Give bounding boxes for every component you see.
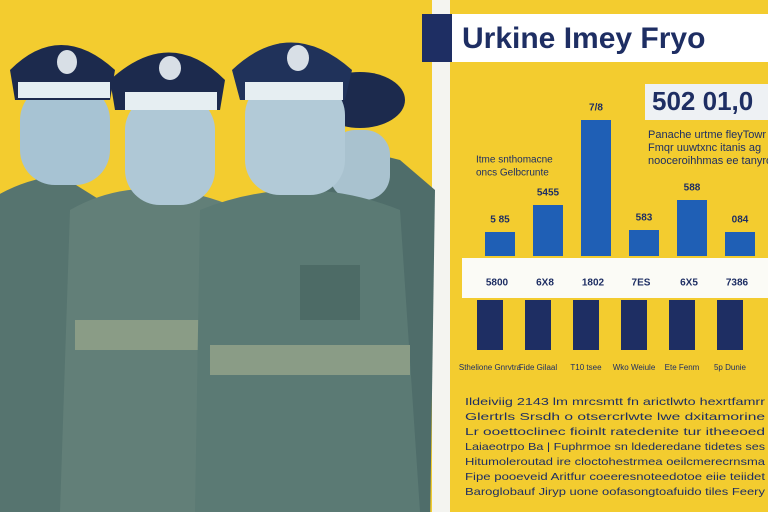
soldiers [0,42,435,512]
top-label: 583 [636,213,653,224]
mid-label: 7386 [726,278,749,289]
badge: 502 01,0 [652,86,753,116]
paragraph-line: Lr ooettoclinec fioinlt ratedenite tur i… [465,426,765,438]
paragraph-line: Baroglobauf Jiryp uone oofasongtoafuido … [465,486,766,498]
bottom-label: Ete Fenm [665,363,700,372]
title-band [422,14,768,62]
white-band [462,258,768,298]
bottom-bar [525,300,551,350]
bottom-label: 5p Dunie [714,363,747,372]
soldier [60,52,240,512]
badge-box [645,84,768,120]
bottom-bar [621,300,647,350]
top-bar [629,230,659,256]
paragraph-line: Ildeiviig 2143 lm mrcsmtt fn arictlwto h… [465,396,766,408]
bottom-label: Wko Weiule [613,363,656,372]
soldier [195,42,420,512]
note-line: nooceroihhmas ee tanyros [648,155,768,167]
top-bar [533,205,563,256]
legend-line: Itme snthomacne [476,155,553,166]
legend-line: oncs Gelbcrunte [476,168,549,179]
mid-label: 7ES [632,278,651,289]
bottom-label: T10 tsee [570,363,602,372]
title: Urkine Imey Fryo [462,22,705,55]
bottom-bar [573,300,599,350]
mid-label: 5800 [486,278,509,289]
paragraph-line: Glertrls Srsdh o otsercrlwte lwe dxitamo… [465,411,765,423]
bottom-label: Sthelione Gnrvtra [459,363,522,372]
paragraph-line: Fipe pooeveid Aritfur coeeresnoteedotoe … [465,471,765,483]
divider [432,0,450,512]
bottom-bar [477,300,503,350]
top-label: 5455 [537,188,560,199]
top-label: 588 [684,183,701,194]
bottom-label: Fide Gilaal [519,363,557,372]
mid-label: 1802 [582,278,605,289]
top-bar [581,120,611,256]
note-line: Fmqr uuwtxnc itanis ag [648,142,761,154]
top-label: 084 [732,215,749,226]
top-label: 5 85 [490,215,510,226]
top-bar [677,200,707,256]
mid-label: 6X8 [536,278,554,289]
paragraph-line: Hitumoleroutad ire cloctohestrmea oeilcm… [465,456,765,468]
note-line: Panache urtme fleyTowr [648,129,766,141]
bottom-bar [669,300,695,350]
infographic: Urkine Imey Fryo 502 01,0 Panache urtme … [422,14,768,498]
top-bar [485,232,515,256]
mid-label: 6X5 [680,278,698,289]
title-block [422,14,452,62]
paragraph-line: Laiaeotrpo Ba | Fuphrmoe sn ldederedane … [465,441,765,453]
top-bar [725,232,755,256]
top-label: 7/8 [589,103,603,114]
bottom-bar [717,300,743,350]
